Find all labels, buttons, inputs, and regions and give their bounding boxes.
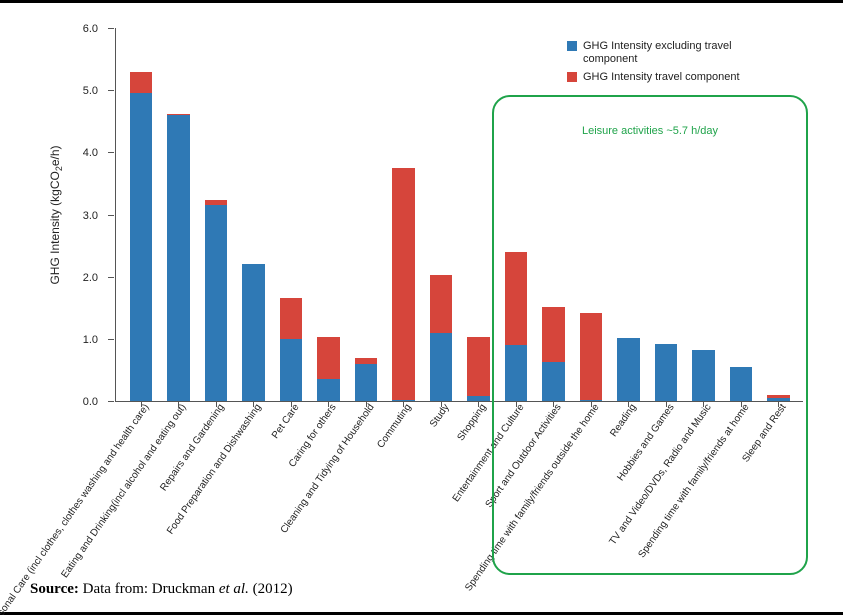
stacked-bar	[392, 168, 415, 401]
bar-segment-travel	[467, 337, 490, 396]
bar-segment-travel	[505, 252, 528, 345]
bar-slot: Cleaning and Tidying of Household	[347, 28, 385, 401]
stacked-bar	[430, 275, 453, 401]
stacked-bar	[542, 307, 565, 401]
stacked-bar	[580, 313, 603, 401]
bar-slot: Entertainment and Culture	[497, 28, 535, 401]
bar-segment-base	[242, 264, 265, 401]
stacked-bar	[317, 337, 340, 401]
bar-segment-travel	[580, 313, 603, 400]
stacked-bar	[730, 367, 753, 401]
stacked-bar	[205, 200, 228, 401]
bar-segment-base	[430, 333, 453, 401]
legend-item: GHG Intensity excluding travel component	[567, 40, 787, 65]
bar-slot: Shopping	[460, 28, 498, 401]
x-tick-label: Sport and Outdoor Activities	[484, 402, 564, 510]
bar-segment-base	[505, 345, 528, 401]
y-tick: 3.0	[108, 215, 114, 216]
y-tick-label: 4.0	[83, 147, 98, 159]
legend: GHG Intensity excluding travel component…	[567, 40, 787, 90]
x-tick-label: Shopping	[456, 402, 489, 443]
stacked-bar	[467, 337, 490, 401]
stacked-bar	[655, 344, 678, 401]
y-tick-label: 6.0	[83, 23, 98, 35]
y-tick: 4.0	[108, 152, 114, 153]
bar-segment-base	[317, 379, 340, 401]
x-tick-label: Entertainment and Culture	[450, 402, 526, 504]
bar-segment-base	[280, 339, 303, 401]
stacked-bar	[280, 298, 303, 401]
bar-segment-travel	[130, 72, 153, 94]
x-tick-label: Commuting	[376, 402, 414, 450]
y-tick: 2.0	[108, 277, 114, 278]
bar-segment-base	[692, 350, 715, 401]
source-text: Data from: Druckman	[79, 581, 219, 597]
legend-label: GHG Intensity travel component	[583, 71, 740, 84]
source-italic: et al.	[219, 581, 249, 597]
bar-segment-base	[130, 93, 153, 401]
bar-segment-base	[730, 367, 753, 401]
bar-segment-base	[655, 344, 678, 401]
y-tick-label: 1.0	[83, 334, 98, 346]
stacked-bar	[130, 72, 153, 401]
bar-slot: Repairs and Gardening	[197, 28, 235, 401]
bar-segment-travel	[542, 307, 565, 363]
bar-segment-travel	[317, 337, 340, 379]
legend-label: GHG Intensity excluding travel component	[583, 40, 787, 65]
stacked-bar	[692, 350, 715, 401]
legend-swatch	[567, 72, 577, 82]
y-tick: 6.0	[108, 28, 114, 29]
bar-slot: Caring for others	[310, 28, 348, 401]
source-prefix: Source:	[30, 581, 79, 597]
legend-item: GHG Intensity travel component	[567, 71, 787, 84]
stacked-bar	[167, 114, 190, 401]
chart-frame: GHG Intensity (kgCO2e/h) Personal Care (…	[0, 0, 843, 615]
bar-slot: Commuting	[385, 28, 423, 401]
bar-segment-base	[542, 362, 565, 401]
bar-segment-travel	[430, 275, 453, 332]
x-tick-label: Repairs and Gardening	[158, 402, 226, 493]
source-citation: Source: Data from: Druckman et al. (2012…	[30, 581, 293, 598]
y-axis-title: GHG Intensity (kgCO2e/h)	[48, 145, 64, 284]
y-tick: 0.0	[108, 401, 114, 402]
stacked-bar	[617, 338, 640, 401]
bar-segment-base	[355, 364, 378, 401]
bar-slot: Personal Care (incl clothes, clothes was…	[122, 28, 160, 401]
legend-swatch	[567, 41, 577, 51]
bar-slot: Study	[422, 28, 460, 401]
x-tick-label: Spending time with family/friends outsid…	[463, 402, 601, 593]
bar-segment-base	[617, 338, 640, 401]
bar-slot: Food Preparation and Dishwashing	[235, 28, 273, 401]
x-tick-label: Reading	[609, 402, 639, 439]
bar-segment-travel	[392, 168, 415, 400]
stacked-bar	[355, 358, 378, 402]
bar-segment-base	[167, 115, 190, 401]
y-tick-label: 2.0	[83, 272, 98, 284]
x-tick-label: Study	[428, 402, 452, 429]
y-tick: 5.0	[108, 90, 114, 91]
y-tick-label: 3.0	[83, 210, 98, 222]
bar-segment-base	[205, 205, 228, 401]
bar-segment-travel	[280, 298, 303, 338]
bar-slot: Pet Care	[272, 28, 310, 401]
source-suffix: (2012)	[249, 581, 293, 597]
x-tick-label: Pet Care	[270, 402, 302, 441]
plot-area: GHG Intensity (kgCO2e/h) Personal Care (…	[115, 28, 803, 402]
bar-slot: Eating and Drinking(incl alcohol and eat…	[160, 28, 198, 401]
y-tick-label: 5.0	[83, 85, 98, 97]
stacked-bar	[242, 264, 265, 401]
stacked-bar	[505, 252, 528, 401]
y-tick: 1.0	[108, 339, 114, 340]
y-tick-label: 0.0	[83, 396, 98, 408]
